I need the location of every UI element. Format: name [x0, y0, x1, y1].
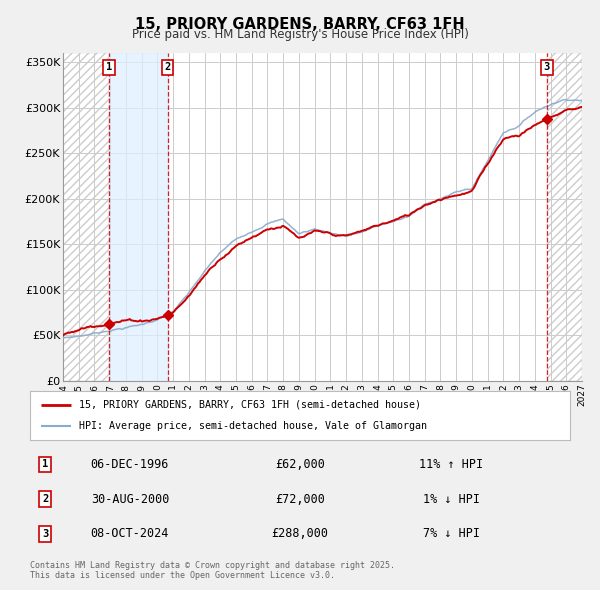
Text: 1: 1: [42, 460, 48, 470]
Text: 7% ↓ HPI: 7% ↓ HPI: [422, 527, 480, 540]
Text: 3: 3: [544, 62, 550, 72]
Text: 1: 1: [106, 62, 112, 72]
Text: Price paid vs. HM Land Registry's House Price Index (HPI): Price paid vs. HM Land Registry's House …: [131, 28, 469, 41]
Text: 2: 2: [42, 494, 48, 504]
Text: 15, PRIORY GARDENS, BARRY, CF63 1FH (semi-detached house): 15, PRIORY GARDENS, BARRY, CF63 1FH (sem…: [79, 399, 421, 409]
Text: HPI: Average price, semi-detached house, Vale of Glamorgan: HPI: Average price, semi-detached house,…: [79, 421, 427, 431]
Text: £288,000: £288,000: [271, 527, 329, 540]
Text: 2: 2: [164, 62, 171, 72]
Bar: [109, 53, 168, 381]
Text: 3: 3: [42, 529, 48, 539]
Bar: [63, 53, 109, 381]
Bar: [547, 53, 582, 381]
Text: Contains HM Land Registry data © Crown copyright and database right 2025.
This d: Contains HM Land Registry data © Crown c…: [30, 560, 395, 580]
Text: 1% ↓ HPI: 1% ↓ HPI: [422, 493, 480, 506]
Text: £62,000: £62,000: [275, 458, 325, 471]
Text: 30-AUG-2000: 30-AUG-2000: [91, 493, 169, 506]
Text: 11% ↑ HPI: 11% ↑ HPI: [419, 458, 483, 471]
Text: £72,000: £72,000: [275, 493, 325, 506]
Text: 08-OCT-2024: 08-OCT-2024: [91, 527, 169, 540]
Text: 06-DEC-1996: 06-DEC-1996: [91, 458, 169, 471]
Text: 15, PRIORY GARDENS, BARRY, CF63 1FH: 15, PRIORY GARDENS, BARRY, CF63 1FH: [135, 17, 465, 31]
